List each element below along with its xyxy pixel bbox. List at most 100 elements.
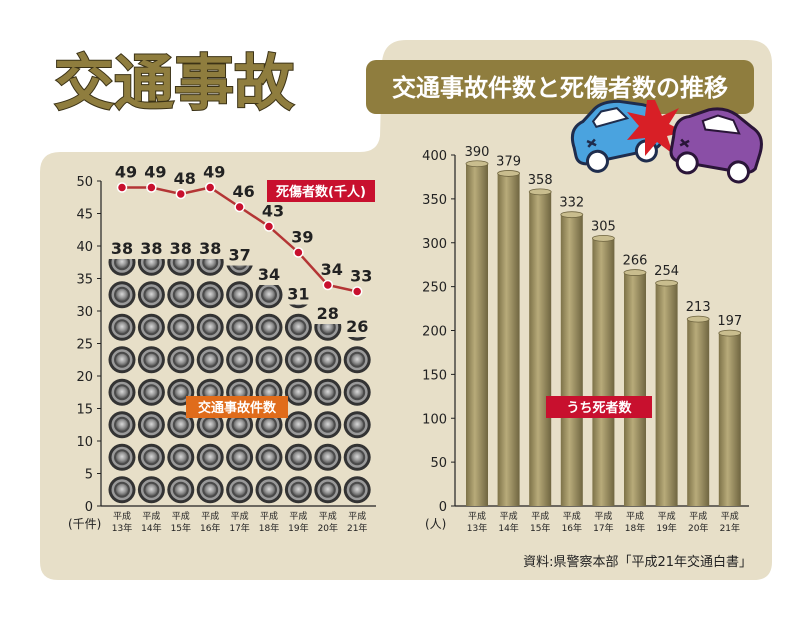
bar-series bbox=[465, 160, 742, 507]
left-y-tick-label: 20 bbox=[76, 370, 93, 385]
fatality-bar-cap bbox=[623, 269, 647, 276]
casualties-point bbox=[293, 247, 304, 258]
fatality-bar-cap bbox=[718, 329, 742, 337]
casualties-point bbox=[175, 188, 187, 200]
left-x-tick-label-era: 平成 bbox=[113, 510, 131, 522]
casualties-value-label: 46 bbox=[232, 182, 254, 201]
left-y-tick-label: 50 bbox=[76, 175, 93, 190]
left-x-tick-label-year: 18年 bbox=[259, 522, 279, 534]
tire-icon bbox=[167, 281, 195, 309]
fatality-bar-cap bbox=[560, 211, 584, 219]
fatality-value-label: 358 bbox=[528, 173, 553, 188]
legend-accidents-label: 交通事故件数 bbox=[198, 400, 277, 416]
left-x-tick-label-year: 20年 bbox=[318, 522, 338, 534]
fatality-bar-cap bbox=[686, 315, 710, 323]
casualties-point bbox=[351, 286, 363, 297]
tire-icon bbox=[284, 411, 312, 439]
left-x-tick-label-era: 平成 bbox=[142, 510, 160, 522]
tire-icon bbox=[108, 346, 136, 374]
tire-icon bbox=[314, 443, 342, 471]
fatality-value-label: 254 bbox=[654, 264, 679, 279]
tire-stacks bbox=[108, 259, 371, 504]
tire-stack bbox=[226, 265, 254, 504]
fatality-value-label: 213 bbox=[686, 300, 711, 315]
accident-value-label: 38 bbox=[111, 239, 133, 258]
purple-car-icon bbox=[669, 107, 763, 184]
tire-icon bbox=[314, 476, 342, 504]
left-y-tick-label: 30 bbox=[76, 305, 93, 320]
tire-stack bbox=[108, 259, 136, 504]
page-title: 交通事故 bbox=[54, 49, 294, 119]
fatality-bar bbox=[466, 163, 488, 506]
casualties-point bbox=[116, 182, 128, 193]
tire-icon bbox=[137, 411, 165, 439]
left-x-tick-label-year: 19年 bbox=[288, 522, 308, 534]
tire-icon bbox=[108, 281, 136, 309]
tire-stack bbox=[137, 259, 165, 504]
tire-icon bbox=[226, 476, 254, 504]
right-x-tick-label-year: 15年 bbox=[530, 522, 550, 534]
right-y-tick-label: 100 bbox=[422, 412, 447, 427]
fatality-bar-cap bbox=[465, 160, 489, 168]
tire-icon bbox=[284, 313, 312, 341]
tire-icon bbox=[196, 346, 224, 374]
background-panel bbox=[40, 40, 772, 580]
fatality-value-label: 390 bbox=[465, 145, 490, 160]
legend-fatalities: うち死者数 bbox=[546, 396, 652, 418]
tire-icon bbox=[314, 346, 342, 374]
left-x-tick-label-year: 14年 bbox=[141, 522, 161, 534]
left-x-tick-label-era: 平成 bbox=[231, 510, 249, 522]
fatality-bar bbox=[718, 333, 741, 506]
casualties-value-label: 43 bbox=[262, 202, 284, 221]
chart-subtitle: 交通事故件数と死傷者数の推移 bbox=[392, 74, 728, 102]
tire-icon bbox=[226, 281, 254, 309]
accident-value-label: 38 bbox=[170, 239, 192, 258]
left-x-tick-label-year: 15年 bbox=[171, 522, 191, 534]
fatality-bar bbox=[624, 272, 646, 506]
tire-icon bbox=[167, 443, 195, 471]
accident-value-label: 26 bbox=[346, 317, 368, 336]
tire-icon bbox=[255, 346, 283, 374]
car-crash-illustration bbox=[570, 99, 763, 184]
tire-stack bbox=[284, 304, 312, 504]
tire-icon bbox=[343, 411, 371, 439]
tire-stack bbox=[196, 259, 224, 504]
tire-icon bbox=[108, 259, 136, 276]
accident-value-label: 37 bbox=[228, 246, 250, 265]
accident-value-label: 38 bbox=[140, 239, 162, 258]
fatality-value-label: 197 bbox=[717, 314, 742, 329]
tire-icon bbox=[137, 259, 165, 276]
casualties-value-label: 33 bbox=[350, 267, 372, 286]
tire-icon bbox=[108, 378, 136, 406]
right-x-tick-label-year: 13年 bbox=[467, 522, 487, 534]
tire-icon bbox=[255, 443, 283, 471]
right-x-tick-label-year: 19年 bbox=[656, 522, 676, 534]
left-y-tick-label: 5 bbox=[85, 468, 93, 483]
tire-icon bbox=[196, 259, 224, 276]
left-y-tick-label: 35 bbox=[76, 273, 93, 288]
fatality-value-label: 332 bbox=[559, 196, 584, 211]
tire-icon bbox=[347, 337, 367, 341]
left-x-tick-label-year: 16年 bbox=[200, 522, 220, 534]
right-x-tick-label-era: 平成 bbox=[721, 510, 739, 522]
casualties-point bbox=[204, 182, 216, 193]
fatality-bar-cap bbox=[592, 234, 615, 242]
tire-icon bbox=[137, 443, 165, 471]
tire-icon bbox=[289, 304, 308, 309]
tire-icon bbox=[108, 411, 136, 439]
right-x-tick-label-era: 平成 bbox=[658, 510, 676, 522]
tire-icon bbox=[284, 346, 312, 374]
fatality-value-label: 266 bbox=[623, 254, 648, 269]
line-series bbox=[116, 182, 363, 297]
legend-casualties-label: 死傷者数(千人) bbox=[276, 184, 366, 200]
tire-icon bbox=[343, 476, 371, 504]
burst-icon bbox=[627, 100, 685, 156]
right-x-tick-label-year: 18年 bbox=[625, 522, 645, 534]
right-y-tick-label: 200 bbox=[422, 325, 447, 340]
tire-icon bbox=[137, 313, 165, 341]
source-note: 資料:県警察本部「平成21年交通白書」 bbox=[523, 554, 752, 570]
tire-icon bbox=[167, 313, 195, 341]
tire-icon bbox=[255, 476, 283, 504]
